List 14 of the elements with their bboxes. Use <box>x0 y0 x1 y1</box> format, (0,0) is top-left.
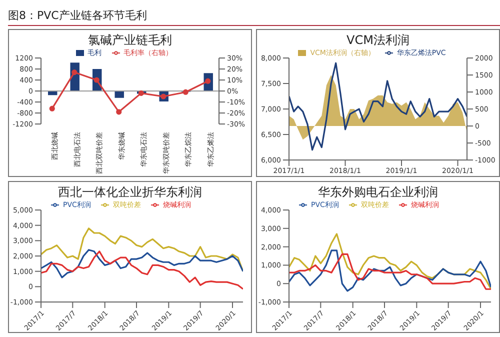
chart-title: 西北一体化企业折华东利润 <box>57 184 203 200</box>
point <box>116 109 122 115</box>
line-series <box>41 250 243 290</box>
chart-title: 华东外购电石企业利润 <box>317 184 439 200</box>
point <box>49 106 55 112</box>
line-series <box>41 249 243 278</box>
point <box>138 90 144 96</box>
chart-title: VCM法利润 <box>346 32 410 48</box>
chart-title: 氯碱产业链毛利 <box>87 32 173 48</box>
bar <box>114 91 124 98</box>
text: 图8：PVC产业链各环节毛利 <box>8 8 500 26</box>
point <box>182 89 188 95</box>
line-series <box>289 62 467 151</box>
point <box>72 70 78 76</box>
